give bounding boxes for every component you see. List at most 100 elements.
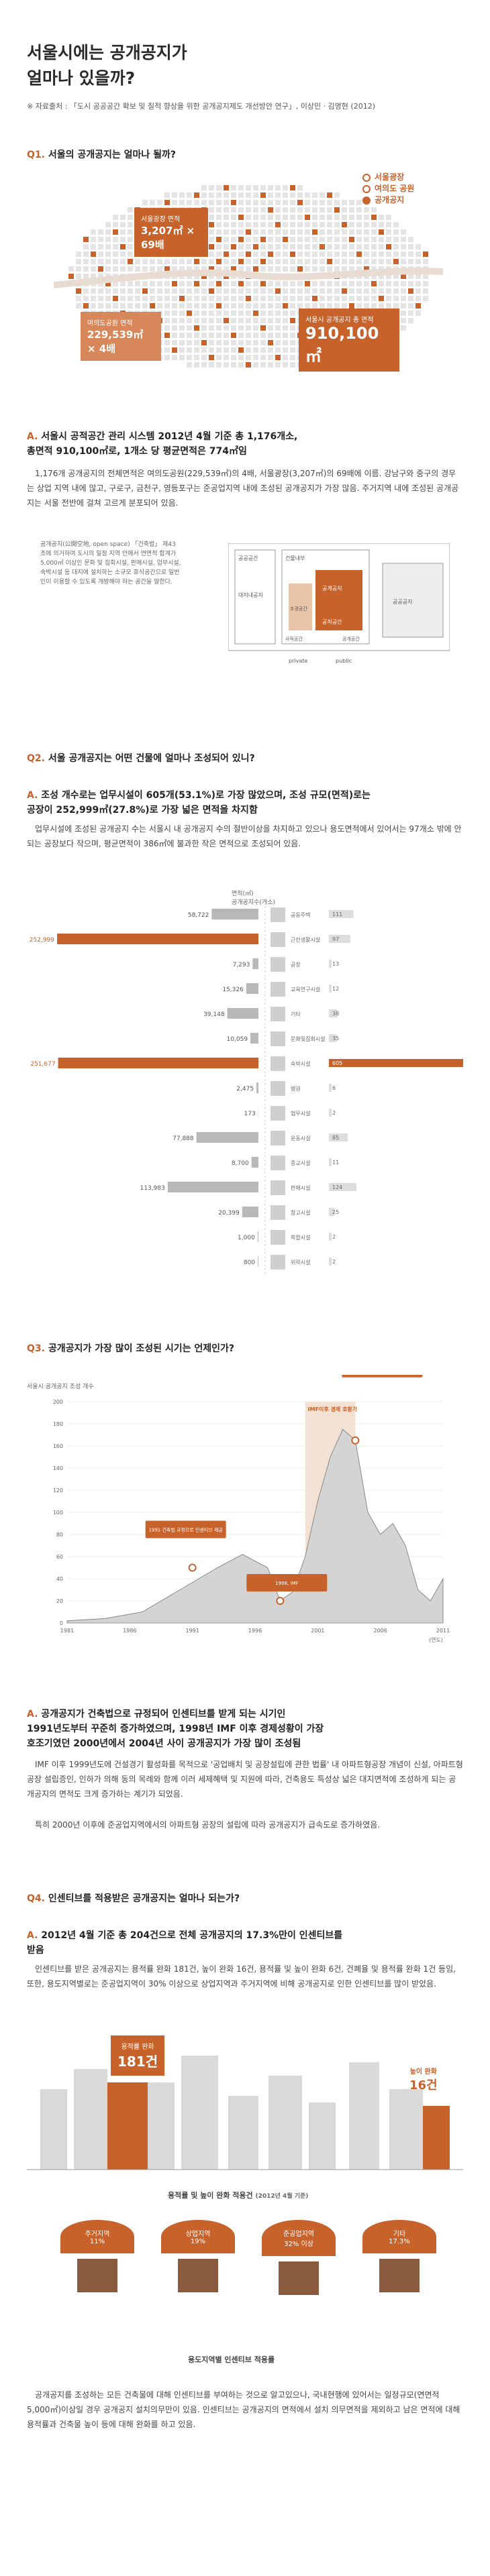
map-dot <box>327 266 332 272</box>
map-dot <box>349 229 354 235</box>
map-dot <box>172 192 177 198</box>
map-dot <box>76 288 81 294</box>
bar-count-label: 2 <box>332 1110 336 1116</box>
bar-count <box>329 960 332 968</box>
map-dot <box>164 288 170 294</box>
bar-area <box>250 1033 258 1044</box>
bar-area-label: 113,983 <box>140 1185 165 1192</box>
map-dot <box>320 207 325 213</box>
map-dot <box>238 215 244 220</box>
map-dot <box>224 355 229 360</box>
bar-count-label: 35 <box>332 1035 339 1042</box>
map-dot <box>238 347 244 353</box>
zone-2-pct: 32% 이상 <box>284 2241 313 2248</box>
map-dot <box>290 281 295 286</box>
bar-count-label: 2 <box>332 1234 336 1240</box>
y-tick-label: 180 <box>53 1421 63 1427</box>
map-dot <box>342 251 347 257</box>
bar-count <box>329 1233 332 1241</box>
map-dot <box>364 229 369 235</box>
map-dot <box>216 281 222 286</box>
bar-count <box>329 1059 463 1067</box>
map-dot <box>320 288 325 294</box>
map-dot <box>364 237 369 242</box>
map-dot <box>231 229 236 235</box>
map-dot <box>371 303 377 309</box>
map-dot <box>224 266 229 272</box>
diag-label-3: 대지내공지 <box>238 592 263 598</box>
map-dot <box>327 237 332 242</box>
legend-openspace-dot <box>362 196 371 205</box>
map-dot <box>297 192 303 198</box>
map-dot <box>305 244 310 249</box>
map-dot <box>401 259 406 264</box>
map-dot <box>194 274 199 279</box>
map-dot <box>172 288 177 294</box>
map-dot <box>320 303 325 309</box>
map-dot <box>393 259 399 264</box>
map-dot <box>297 185 303 190</box>
map-dot <box>401 296 406 301</box>
map-dot <box>113 237 118 242</box>
bar-area <box>242 1207 258 1217</box>
map-dot <box>260 237 266 242</box>
map-dot <box>379 244 384 249</box>
map-dot <box>201 303 207 309</box>
map-dot <box>334 251 340 257</box>
q3-answer-line3: 호조기였던 2000년에서 2004년 사이 공개공지가 가장 많이 조성됨 <box>27 1738 301 1749</box>
map-dot <box>260 222 266 227</box>
map-dot <box>356 215 362 220</box>
map-dot <box>260 347 266 353</box>
map-dot <box>231 251 236 257</box>
map-dot <box>209 296 214 301</box>
bar-area-label: 10,059 <box>227 1036 248 1043</box>
map-dot <box>283 229 288 235</box>
map-dot <box>150 200 155 205</box>
zone-0-pct: 11% <box>89 2238 105 2245</box>
map-dot <box>246 281 251 286</box>
diag-label-8: 공개공간 <box>342 636 360 642</box>
callout-park: 여의도공원 면적 229,539㎡ × 4배 <box>81 312 161 361</box>
map-dot <box>224 333 229 338</box>
map-dot <box>201 355 207 360</box>
map-dot <box>290 200 295 205</box>
map-dot <box>231 192 236 198</box>
map-dot <box>260 333 266 338</box>
bar-count-label: 12 <box>332 986 339 992</box>
map-dot <box>297 259 303 264</box>
map-dot <box>290 318 295 323</box>
map-dot <box>135 296 140 301</box>
map-dot <box>253 288 258 294</box>
map-dot <box>238 266 244 272</box>
map-dot <box>283 200 288 205</box>
map-dot <box>379 288 384 294</box>
map-dot <box>386 281 391 286</box>
q3-body: IMF 이후 1999년도에 건설경기 활성화를 목적으로 '공업배치 및 공장… <box>27 1760 463 1799</box>
q3-body2: 특히 2000년 이후에 준공업지역에서의 아파트형 공장의 설립에 따라 공개… <box>35 1820 381 1830</box>
map-dot <box>364 281 369 286</box>
map-dot <box>342 281 347 286</box>
map-dot <box>209 207 214 213</box>
map-dot <box>150 303 155 309</box>
map-dot <box>246 303 251 309</box>
bar-area-label: 251,677 <box>30 1061 55 1068</box>
map-dot <box>216 229 222 235</box>
map-dot <box>164 340 170 345</box>
map-dot <box>113 215 118 220</box>
map-dot <box>187 325 192 331</box>
map-dot <box>98 288 103 294</box>
q2-legend-count: 공개공지수(개소) <box>232 899 275 906</box>
map-dot <box>194 340 199 345</box>
height-label: 높이 완화 <box>409 2068 437 2076</box>
callout-park-value: 229,539㎡ × 4배 <box>87 329 144 355</box>
annotation-label: 1991 건축법 규정으로 인센티브 제공 <box>148 1527 223 1533</box>
map-dot <box>224 318 229 323</box>
map-dot <box>312 266 317 272</box>
zone-2-badge: 준공업지역 32% 이상 <box>262 2220 336 2256</box>
map-dot <box>268 237 273 242</box>
map-dot <box>349 215 354 220</box>
map-dot <box>157 296 162 301</box>
q2-question: 서울 공개공지는 어떤 건물에 얼마나 조성되어 있니? <box>48 753 255 764</box>
q2-answer: A. 조성 개수로는 업무시설이 605개(53.1%)로 가장 많았으며, 조… <box>27 788 463 818</box>
map-dot <box>364 251 369 257</box>
